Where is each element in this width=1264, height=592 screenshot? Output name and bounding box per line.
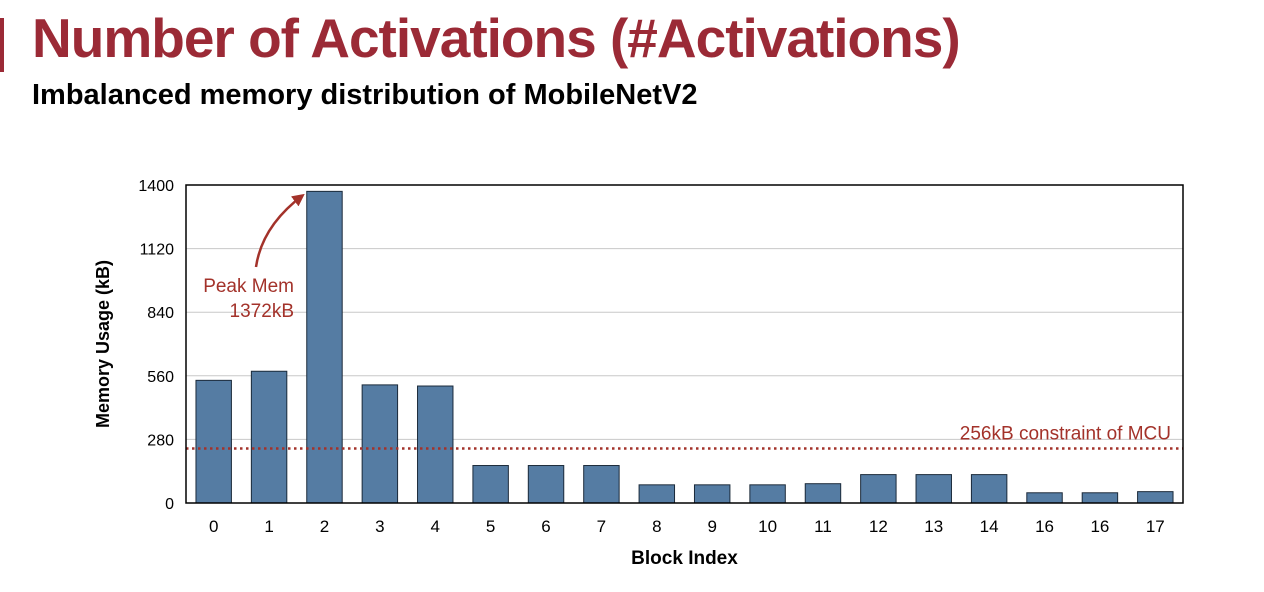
bar <box>860 474 897 504</box>
x-tick-label: 5 <box>486 517 495 536</box>
bar <box>1137 491 1174 504</box>
bar <box>1081 492 1119 504</box>
peak-label-line: 1372kB <box>230 301 294 322</box>
bar <box>1026 492 1063 504</box>
bar <box>915 474 952 504</box>
y-tick-label: 1120 <box>140 242 175 259</box>
bar <box>970 474 1008 504</box>
x-tick-label: 8 <box>652 517 661 536</box>
constraint-line-group: 256kB constraint of MCU <box>186 423 1183 450</box>
y-tick-label: 0 <box>165 496 174 513</box>
y-tick-label: 1400 <box>138 178 174 195</box>
bar <box>361 384 399 504</box>
slide-title: Number of Activations (#Activations) <box>32 7 961 69</box>
bar <box>583 465 620 504</box>
y-tick-labels: 0 280 560 840 1120 1400 <box>138 178 174 513</box>
x-tick-label: 4 <box>431 517 440 536</box>
bar <box>749 484 786 504</box>
bar <box>472 465 509 504</box>
bar <box>693 484 731 504</box>
grid-lines <box>186 248 1183 440</box>
y-tick-label: 560 <box>147 369 174 386</box>
x-tick-label: 0 <box>209 517 218 536</box>
bar <box>417 385 454 504</box>
x-tick-label: 7 <box>597 517 606 536</box>
peak-annotation: Peak Mem 1372kB <box>203 193 305 322</box>
bar <box>195 379 232 504</box>
bar <box>250 370 288 504</box>
x-tick-label: 10 <box>758 517 777 536</box>
x-tick-label: 3 <box>375 517 384 536</box>
x-tick-label: 13 <box>924 517 943 536</box>
x-tick-label: 11 <box>814 517 832 536</box>
y-axis-label: Memory Usage (kB) <box>93 260 113 428</box>
x-tick-label: 14 <box>980 517 999 536</box>
x-tick-labels: 0 1 2 3 4 5 6 7 8 9 10 11 12 13 14 16 16 17 <box>209 517 1165 536</box>
constraint-label: 256kB constraint of MCU <box>960 423 1171 444</box>
x-tick-label: 17 <box>1146 517 1165 536</box>
x-tick-label: 12 <box>869 517 888 536</box>
y-tick-label: 280 <box>147 432 174 449</box>
peak-arrow <box>254 193 305 268</box>
slide-subtitle: Imbalanced memory distribution of Mobile… <box>32 79 698 111</box>
bar <box>804 483 842 504</box>
y-tick-label: 840 <box>147 305 174 322</box>
x-tick-label: 16 <box>1090 517 1109 536</box>
x-tick-label: 16 <box>1035 517 1054 536</box>
x-tick-label: 9 <box>707 517 716 536</box>
x-tick-label: 2 <box>320 517 329 536</box>
bars <box>195 190 1174 504</box>
x-tick-label: 1 <box>264 517 273 536</box>
bar <box>306 190 343 504</box>
x-tick-label: 6 <box>541 517 550 536</box>
bar <box>638 484 676 504</box>
bar <box>527 465 565 504</box>
title-accent-bar <box>0 18 4 72</box>
x-axis-label: Block Index <box>631 548 738 569</box>
plot-frame <box>185 184 1184 504</box>
peak-label-line: Peak Mem <box>203 276 294 297</box>
